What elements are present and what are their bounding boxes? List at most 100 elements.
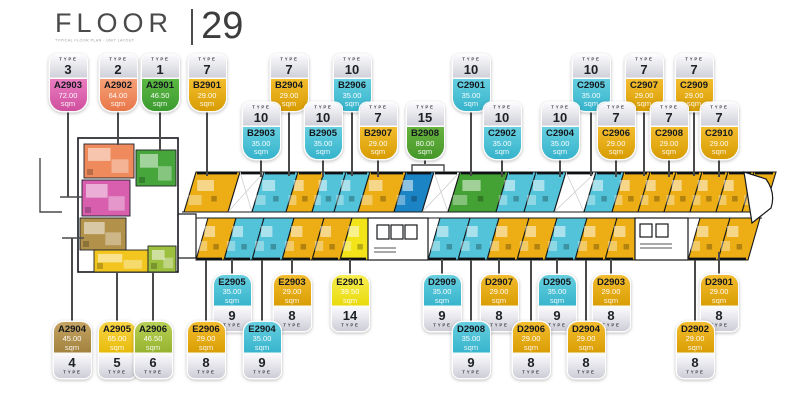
marker-D2906[interactable]: D2906 29.00 sqm 8 TYPE bbox=[512, 322, 550, 378]
type-label: TYPE bbox=[461, 57, 481, 63]
unit-code: D2903 bbox=[597, 276, 625, 288]
marker-D2907[interactable]: D2907 29.00 sqm 8 TYPE bbox=[480, 275, 518, 331]
marker-C2901[interactable]: TYPE 10 C2901 35.00 sqm bbox=[452, 55, 490, 111]
marker-A2904[interactable]: A2904 45.00 sqm 4 TYPE bbox=[53, 322, 91, 378]
type-number: 3 bbox=[64, 62, 72, 77]
marker-C2908[interactable]: TYPE 7 C2908 29.00 sqm bbox=[650, 103, 688, 159]
type-label: TYPE bbox=[489, 323, 509, 328]
unit-area: 29.00 bbox=[685, 334, 705, 344]
room-detail bbox=[462, 180, 481, 191]
unit-area: 29.00 bbox=[601, 287, 621, 297]
room-detail bbox=[213, 244, 219, 250]
marker-C2910[interactable]: TYPE 7 C2910 29.00 sqm bbox=[700, 103, 738, 159]
marker-E2904[interactable]: E2904 35.00 sqm 9 TYPE bbox=[243, 322, 281, 378]
unit-section: D2908 35.00 sqm bbox=[452, 322, 490, 355]
unit-sqm-label: sqm bbox=[224, 295, 240, 305]
room-detail bbox=[534, 244, 540, 250]
room-detail bbox=[411, 196, 417, 202]
unit-sqm-label: sqm bbox=[687, 342, 703, 352]
marker-B2904[interactable]: TYPE 7 B2904 29.00 sqm bbox=[270, 55, 308, 111]
room-detail bbox=[437, 226, 449, 237]
room-detail bbox=[477, 196, 484, 202]
marker-B2903[interactable]: TYPE 10 B2903 35.00 sqm bbox=[242, 103, 280, 159]
unit-code: C2901 bbox=[457, 80, 485, 92]
room-detail bbox=[361, 195, 373, 205]
unit-area: 35.00 bbox=[251, 139, 271, 149]
brace-lines bbox=[421, 171, 461, 213]
unit-code: B2908 bbox=[411, 128, 439, 140]
unit-area: 29.00 bbox=[576, 334, 596, 344]
unit-sqm-label: sqm bbox=[608, 147, 624, 157]
marker-B2901[interactable]: TYPE 7 B2901 29.00 sqm bbox=[188, 55, 226, 111]
marker-B2905[interactable]: TYPE 10 B2905 35.00 sqm bbox=[304, 103, 342, 159]
type-section: TYPE 15 bbox=[406, 103, 444, 127]
type-label: TYPE bbox=[251, 105, 271, 111]
marker-E2901[interactable]: E2901 39.50 sqm 14 TYPE bbox=[331, 275, 369, 331]
marker-C2905[interactable]: TYPE 10 C2905 35.00 sqm bbox=[572, 55, 610, 111]
marker-A2903[interactable]: TYPE 3 A2903 72.00 sqm bbox=[49, 55, 87, 111]
room-detail bbox=[262, 180, 276, 191]
marker-A2902[interactable]: TYPE 2 A2902 64.00 sqm bbox=[99, 55, 137, 111]
marker-E2903[interactable]: E2903 29.00 sqm 8 TYPE bbox=[273, 275, 311, 331]
unit-sqm-label: sqm bbox=[60, 99, 76, 109]
room-detail bbox=[732, 196, 738, 202]
unit-area: 45.00 bbox=[62, 334, 82, 344]
room-detail bbox=[108, 196, 125, 211]
unit-sqm-label: sqm bbox=[417, 147, 433, 157]
marker-D2904[interactable]: D2904 29.00 sqm 8 TYPE bbox=[567, 322, 605, 378]
room-detail bbox=[288, 195, 297, 205]
unit-area: 35.00 bbox=[492, 139, 512, 149]
marker-D2902[interactable]: D2902 29.00 sqm 8 TYPE bbox=[676, 322, 714, 378]
type-section: TYPE 10 bbox=[333, 55, 371, 79]
unit-section: E2904 35.00 sqm bbox=[243, 322, 281, 355]
marker-A2901[interactable]: TYPE 1 A2901 46.50 sqm bbox=[141, 55, 179, 111]
room-detail bbox=[584, 226, 596, 237]
unit-section: C2908 29.00 sqm bbox=[650, 126, 688, 159]
unit-sqm-label: sqm bbox=[145, 342, 161, 352]
b2908-pointer-bracket bbox=[411, 164, 445, 172]
room-detail bbox=[314, 241, 324, 251]
marker-A2906[interactable]: A2906 46.50 sqm 6 TYPE bbox=[134, 322, 172, 378]
unit-area: 35.00 bbox=[581, 91, 601, 101]
unit-sqm-label: sqm bbox=[254, 342, 270, 352]
room-detail bbox=[357, 244, 363, 250]
marker-stick-D2908 bbox=[470, 260, 472, 324]
marker-D2909[interactable]: D2909 35.00 sqm 9 TYPE bbox=[423, 275, 461, 331]
marker-stick-B2907 bbox=[377, 149, 379, 177]
type-section: TYPE 7 bbox=[597, 103, 635, 127]
unit-code: D2904 bbox=[572, 323, 600, 335]
marker-E2905[interactable]: E2905 35.00 sqm 9 TYPE bbox=[213, 275, 251, 331]
room-detail bbox=[691, 241, 700, 251]
marker-E2906[interactable]: E2906 29.00 sqm 8 TYPE bbox=[187, 322, 225, 378]
room-detail bbox=[380, 196, 386, 202]
marker-C2904[interactable]: TYPE 10 C2904 35.00 sqm bbox=[541, 103, 579, 159]
floor-subtitle: TYPICAL FLOOR PLAN - UNIT LAYOUT bbox=[55, 39, 135, 43]
type-number: 9 bbox=[258, 355, 266, 371]
unit-area: 29.00 bbox=[196, 334, 216, 344]
marker-stick-B2903 bbox=[260, 149, 262, 177]
marker-C2902[interactable]: TYPE 10 C2902 35.00 sqm bbox=[483, 103, 521, 159]
marker-B2907[interactable]: TYPE 7 B2907 29.00 sqm bbox=[359, 103, 397, 159]
type-label: TYPE bbox=[461, 370, 481, 375]
room-detail bbox=[614, 226, 626, 237]
marker-A2905[interactable]: A2905 65.00 sqm 5 TYPE bbox=[98, 322, 136, 378]
room-detail bbox=[226, 241, 236, 251]
room-detail bbox=[706, 196, 712, 202]
room-detail bbox=[460, 241, 470, 251]
type-label: TYPE bbox=[709, 105, 729, 111]
room-detail bbox=[88, 148, 111, 161]
title-left: FLOOR TYPICAL FLOOR PLAN - UNIT LAYOUT bbox=[55, 10, 183, 45]
unit-code: E2906 bbox=[192, 323, 220, 335]
type-label: TYPE bbox=[709, 323, 729, 328]
marker-B2908[interactable]: TYPE 15 B2908 80.00 sqm bbox=[406, 103, 444, 159]
marker-D2908[interactable]: D2908 35.00 sqm 9 TYPE bbox=[452, 322, 490, 378]
room-detail bbox=[285, 241, 294, 251]
unit-code: C2904 bbox=[546, 128, 574, 140]
unit-code: C2909 bbox=[680, 80, 708, 92]
room-detail bbox=[163, 257, 173, 269]
unit-sqm-label: sqm bbox=[661, 147, 677, 157]
marker-C2906[interactable]: TYPE 7 C2906 29.00 sqm bbox=[597, 103, 635, 159]
room-detail bbox=[718, 195, 727, 205]
